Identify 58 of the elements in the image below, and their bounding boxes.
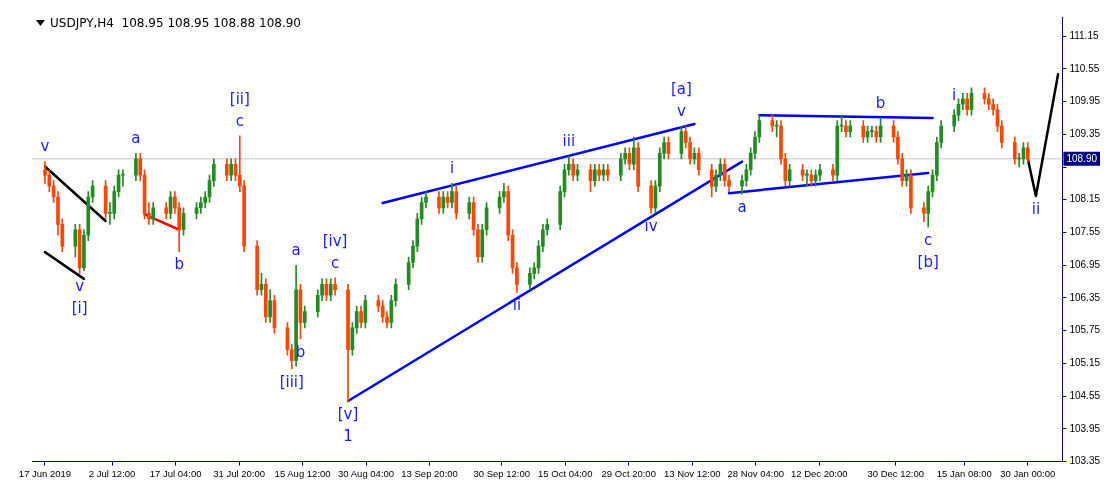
x-tick-label: 30 Aug 04:00: [338, 467, 395, 479]
y-tick-label: 109.95: [1069, 95, 1101, 107]
annotation: [v]: [337, 405, 359, 424]
annotation: c: [235, 111, 244, 130]
candlestick: [805, 169, 809, 187]
x-tick-label: 17 Jun 2019: [18, 467, 72, 479]
x-tick-label: 30 Sep 12:00: [473, 467, 531, 479]
annotation: v: [75, 277, 85, 296]
annotation: ii: [512, 296, 522, 315]
x-tick-label: 15 Aug 12:00: [274, 467, 331, 479]
x-tick-label: 30 Jan 00:00: [1000, 467, 1056, 479]
candlestick: [870, 125, 874, 138]
annotation: iv: [644, 217, 658, 236]
annotation: 1: [343, 427, 353, 446]
x-tick-label: 28 Nov 04:00: [727, 467, 784, 479]
annotation: b: [174, 255, 184, 274]
annotation: v: [40, 137, 50, 156]
annotation: i: [952, 85, 957, 104]
x-tick-label: 15 Oct 04:00: [538, 467, 593, 479]
annotation: a: [131, 129, 141, 148]
y-tick-label: 105.75: [1069, 324, 1101, 336]
annotation: [iv]: [322, 231, 348, 250]
y-tick-label: 110.55: [1069, 62, 1100, 74]
annotation: [b]: [917, 252, 939, 271]
annotation: c: [924, 230, 933, 249]
x-tick-label: 13 Sep 20:00: [401, 467, 458, 479]
x-tick-label: 29 Oct 20:00: [601, 467, 656, 479]
x-tick-label: 30 Dec 12:00: [867, 467, 924, 479]
y-tick-label: 109.35: [1069, 128, 1101, 140]
y-tick-label: 108.15: [1069, 193, 1101, 205]
annotation: [a]: [670, 79, 692, 98]
annotation: iii: [562, 132, 576, 150]
x-tick-label: 12 Dec 20:00: [790, 467, 848, 479]
annotation: ii: [1031, 199, 1041, 218]
chart-title: USDJPY,H4 108.95 108.95 108.88 108.90: [50, 16, 301, 30]
annotation: [ii]: [229, 89, 250, 108]
y-tick-label: 106.35: [1069, 291, 1101, 303]
x-tick-label: 15 Jan 08:00: [936, 467, 992, 479]
annotation: a: [737, 198, 747, 217]
x-tick-label: 13 Nov 12:00: [663, 467, 721, 479]
x-tick-label: 31 Jul 20:00: [213, 467, 265, 479]
x-tick-label: 2 Jul 12:00: [88, 467, 136, 479]
y-tick-label: 106.95: [1069, 258, 1101, 270]
annotation: i: [449, 159, 455, 178]
annotation: a: [291, 241, 301, 260]
y-tick-label: 103.35: [1069, 455, 1101, 467]
annotation: v: [676, 101, 686, 120]
y-tick-label: 105.15: [1069, 357, 1101, 369]
annotation: c: [330, 253, 340, 272]
annotation: [i]: [71, 299, 88, 318]
ref-line-label: 108.90: [1066, 153, 1098, 165]
y-tick-label: 103.95: [1069, 422, 1101, 434]
y-tick-label: 107.55: [1069, 226, 1101, 238]
x-tick-label: 17 Jul 04:00: [149, 467, 202, 479]
annotation: b: [875, 93, 886, 112]
y-tick-label: 111.15: [1069, 29, 1099, 41]
annotation: [iii]: [279, 372, 304, 391]
y-tick-label: 104.55: [1069, 389, 1101, 401]
